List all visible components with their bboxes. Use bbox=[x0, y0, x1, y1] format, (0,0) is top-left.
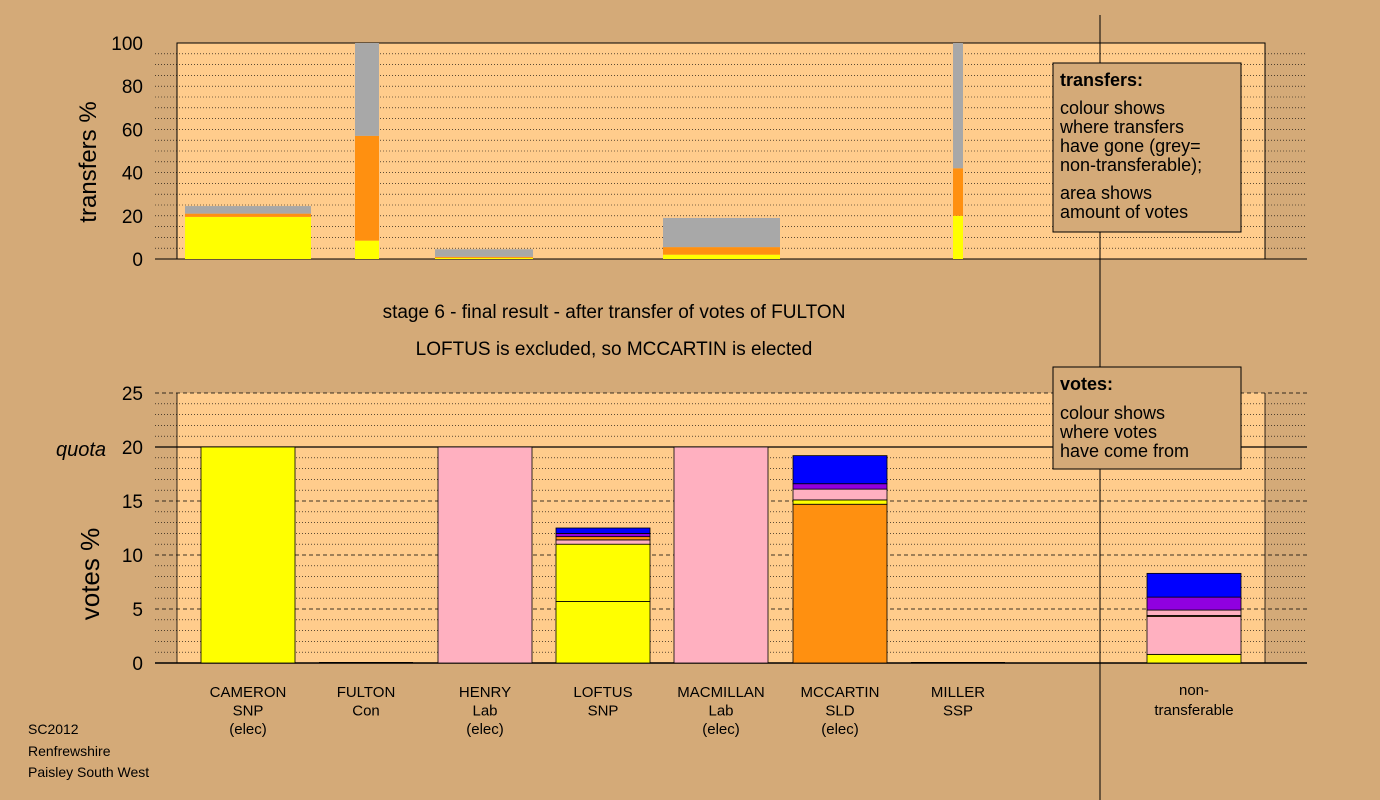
transfer-segment bbox=[185, 216, 311, 259]
vote-segment bbox=[1146, 572, 1242, 598]
candidate-label: MCCARTIN bbox=[801, 684, 880, 701]
footer-council: Renfrewshire bbox=[28, 743, 111, 759]
votes-tick-label: 10 bbox=[122, 546, 143, 567]
vote-segment bbox=[792, 503, 888, 664]
transfer-segment bbox=[355, 43, 379, 136]
candidate-label: Con bbox=[352, 703, 380, 720]
vote-segment bbox=[1146, 653, 1242, 664]
votes-legend-line: have come from bbox=[1060, 441, 1189, 461]
vote-segment bbox=[200, 446, 296, 664]
footer-ward: Paisley South West bbox=[28, 764, 149, 780]
transfers-tick-label: 60 bbox=[122, 120, 143, 141]
transfers-legend-line: have gone (grey= bbox=[1060, 136, 1201, 156]
votes-tick-label: 0 bbox=[132, 654, 143, 675]
transfer-segment bbox=[953, 43, 963, 169]
stage-subtitle: LOFTUS is excluded, so MCCARTIN is elect… bbox=[416, 339, 813, 360]
transfers-tick-label: 0 bbox=[132, 250, 143, 271]
vote-segment bbox=[1146, 596, 1242, 611]
candidate-label: MILLER bbox=[931, 684, 985, 701]
candidate-label: LOFTUS bbox=[573, 684, 632, 701]
votes-tick-label: 25 bbox=[122, 384, 143, 405]
vote-segment bbox=[792, 499, 888, 505]
candidate-label: CAMERON bbox=[210, 684, 287, 701]
transfers-tick-label: 80 bbox=[122, 77, 143, 98]
vote-segment bbox=[792, 488, 888, 501]
candidate-label: Lab bbox=[472, 703, 497, 720]
transfers-legend-line: area shows bbox=[1060, 183, 1152, 203]
transfer-segment bbox=[185, 213, 311, 217]
transfers-bars bbox=[185, 43, 963, 259]
transfers-legend: transfers: colour shows where transfers … bbox=[1052, 62, 1242, 233]
candidate-label: FULTON bbox=[337, 684, 396, 701]
transfer-segment bbox=[953, 168, 963, 216]
candidate-labels: CAMERONSNP(elec)FULTONConHENRYLab(elec)L… bbox=[210, 682, 1234, 738]
votes-y-ticks: 0 5 10 15 20 25 bbox=[122, 384, 143, 675]
transfer-segment bbox=[435, 249, 533, 257]
votes-bars bbox=[200, 446, 1242, 664]
vote-segment bbox=[555, 539, 651, 545]
vote-segment bbox=[1146, 609, 1242, 616]
candidate-label: SLD bbox=[825, 703, 854, 720]
transfer-segment bbox=[663, 247, 780, 255]
candidate-label: MACMILLAN bbox=[677, 684, 765, 701]
transfer-segment bbox=[435, 257, 533, 259]
candidate-label: (elec) bbox=[229, 721, 267, 738]
candidate-label: (elec) bbox=[702, 721, 740, 738]
vote-segment bbox=[792, 455, 888, 485]
transfers-tick-label: 20 bbox=[122, 207, 143, 228]
vote-segment bbox=[437, 446, 533, 664]
votes-legend: votes: colour shows where votes have com… bbox=[1052, 366, 1242, 470]
transfer-segment bbox=[435, 256, 533, 258]
transfer-segment bbox=[953, 215, 963, 259]
candidate-label: Lab bbox=[708, 703, 733, 720]
transfers-y-axis-label: transfers % bbox=[75, 101, 102, 222]
transfers-legend-heading: transfers: bbox=[1060, 70, 1143, 90]
footer-election: SC2012 bbox=[28, 721, 79, 737]
vote-segment bbox=[555, 601, 651, 664]
candidate-label: HENRY bbox=[459, 684, 511, 701]
candidate-label: (elec) bbox=[466, 721, 504, 738]
transfers-tick-label: 100 bbox=[111, 34, 143, 55]
candidate-label: SSP bbox=[943, 703, 973, 720]
vote-segment bbox=[555, 543, 651, 602]
vote-segment bbox=[555, 533, 651, 538]
transfer-segment bbox=[185, 206, 311, 214]
votes-legend-line: where votes bbox=[1059, 422, 1157, 442]
candidate-label: (elec) bbox=[821, 721, 859, 738]
transfer-segment bbox=[663, 217, 780, 248]
vote-segment bbox=[555, 527, 651, 534]
vote-segment bbox=[792, 483, 888, 490]
votes-legend-heading: votes: bbox=[1060, 374, 1113, 394]
votes-y-axis-label: votes % bbox=[75, 528, 105, 621]
votes-tick-label: 5 bbox=[132, 600, 143, 621]
transfers-legend-line: non-transferable); bbox=[1060, 155, 1202, 175]
vote-segment bbox=[555, 536, 651, 541]
vote-segment bbox=[673, 446, 769, 664]
transfers-legend-line: amount of votes bbox=[1060, 202, 1188, 222]
transfers-tick-label: 40 bbox=[122, 164, 143, 185]
non-transferable-label: transferable bbox=[1154, 702, 1233, 719]
quota-label: quota bbox=[56, 439, 106, 461]
transfer-segment bbox=[355, 135, 379, 241]
transfers-y-ticks: 0 20 40 60 80 100 bbox=[111, 34, 143, 271]
vote-segment bbox=[1146, 616, 1242, 655]
votes-tick-label: 20 bbox=[122, 438, 143, 459]
transfer-segment bbox=[663, 254, 780, 259]
candidate-label: SNP bbox=[588, 703, 619, 720]
votes-tick-label: 15 bbox=[122, 492, 143, 513]
transfers-legend-line: where transfers bbox=[1059, 117, 1184, 137]
candidate-label: SNP bbox=[233, 703, 264, 720]
non-transferable-label: non- bbox=[1179, 682, 1209, 699]
transfers-legend-line: colour shows bbox=[1060, 98, 1165, 118]
votes-legend-line: colour shows bbox=[1060, 403, 1165, 423]
transfer-segment bbox=[355, 240, 379, 259]
stage-title: stage 6 - final result - after transfer … bbox=[383, 302, 846, 323]
